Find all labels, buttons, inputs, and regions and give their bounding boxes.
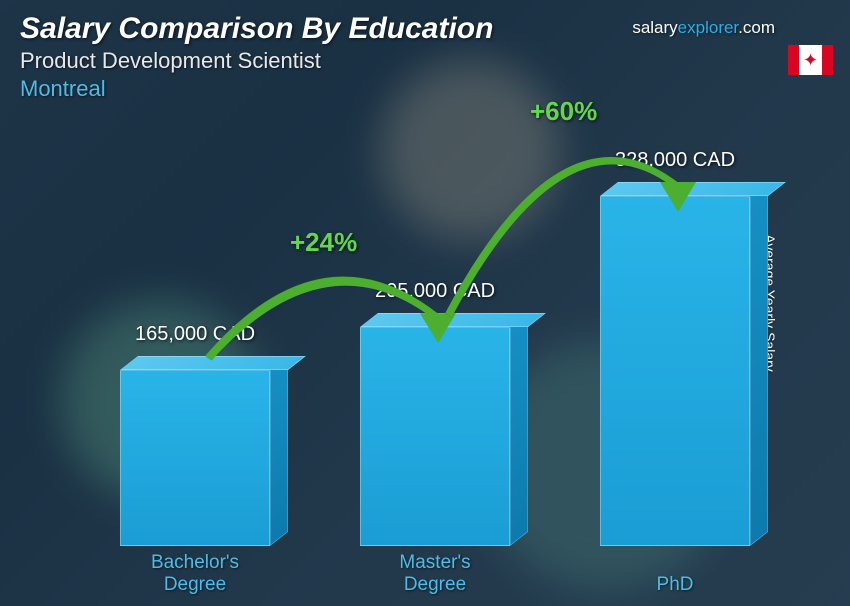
- brand-label: salaryexplorer.com: [632, 18, 775, 38]
- bar-value-label: 328,000 CAD: [575, 149, 775, 172]
- bar-side: [750, 182, 768, 546]
- bar-side: [510, 313, 528, 546]
- percent-increase-label: +24%: [290, 227, 357, 258]
- bar-top: [120, 356, 306, 370]
- bar-category-label: Master'sDegree: [345, 552, 525, 596]
- bar-group: [120, 370, 270, 546]
- bar-front: [360, 327, 510, 546]
- bar-chart: 165,000 CADBachelor'sDegree205,000 CADMa…: [60, 76, 790, 546]
- bar-category-label: Bachelor'sDegree: [105, 552, 285, 596]
- bar-front: [120, 370, 270, 546]
- flag-icon: ✦: [788, 45, 833, 75]
- brand-part2: explorer: [678, 18, 738, 37]
- bar-value-label: 205,000 CAD: [335, 280, 535, 303]
- bar-front: [600, 196, 750, 546]
- chart-title: Salary Comparison By Education: [20, 12, 493, 46]
- brand-part1: salary: [632, 18, 677, 37]
- bar-value-label: 165,000 CAD: [95, 323, 295, 346]
- bar-top: [360, 313, 546, 327]
- percent-increase-label: +60%: [530, 96, 597, 127]
- bar-group: [600, 196, 750, 546]
- chart-subtitle: Product Development Scientist: [20, 48, 493, 74]
- brand-part3: .com: [738, 18, 775, 37]
- bar-category-label: PhD: [585, 574, 765, 596]
- bar-side: [270, 356, 288, 546]
- bar-group: [360, 327, 510, 546]
- bar-top: [600, 182, 786, 196]
